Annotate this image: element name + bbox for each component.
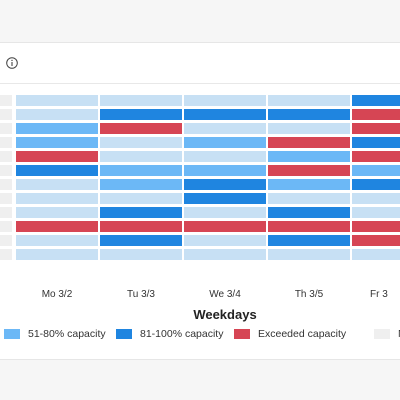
heatmap-cell-r1-c2 bbox=[100, 109, 182, 120]
heatmap-cell-r8-c1 bbox=[16, 207, 98, 218]
heatmap-cell-r4-c4 bbox=[268, 151, 350, 162]
x-tick-label: Fr 3 bbox=[370, 289, 388, 300]
heatmap-cell-r7-c2 bbox=[100, 193, 182, 204]
heatmap-cell-r3-c0 bbox=[0, 137, 12, 148]
heatmap-cell-r4-c0 bbox=[0, 151, 12, 162]
heatmap-cell-r9-c3 bbox=[184, 221, 266, 232]
heatmap-cell-r5-c1 bbox=[16, 165, 98, 176]
heatmap-cell-r1-c5 bbox=[352, 109, 400, 120]
legend-label: Exceeded capacity bbox=[258, 328, 347, 340]
heatmap-grid bbox=[0, 95, 400, 260]
heatmap-cell-r1-c1 bbox=[16, 109, 98, 120]
heatmap-cell-r8-c4 bbox=[268, 207, 350, 218]
heatmap-cell-r9-c0 bbox=[0, 221, 12, 232]
heatmap-cell-r8-c0 bbox=[0, 207, 12, 218]
x-tick-label: We 3/4 bbox=[209, 289, 241, 300]
legend-label: No c bbox=[398, 328, 400, 340]
heatmap-cell-r4-c5 bbox=[352, 151, 400, 162]
heatmap-cell-r0-c0 bbox=[0, 95, 12, 106]
heatmap-cell-r0-c5 bbox=[352, 95, 400, 106]
heatmap-cell-r11-c3 bbox=[184, 249, 266, 260]
heatmap-cell-r6-c0 bbox=[0, 179, 12, 190]
chart-card: Mo 3/2 Tu 3/3 We 3/4 Th 3/5 Fr 3 Weekdays 51… bbox=[0, 42, 400, 360]
heatmap-cell-r10-c3 bbox=[184, 235, 266, 246]
heatmap-cell-r10-c5 bbox=[352, 235, 400, 246]
heatmap-cell-r6-c5 bbox=[352, 179, 400, 190]
heatmap-cell-r1-c4 bbox=[268, 109, 350, 120]
heatmap-cell-r5-c3 bbox=[184, 165, 266, 176]
heatmap-cell-r2-c4 bbox=[268, 123, 350, 134]
heatmap-cell-r4-c2 bbox=[100, 151, 182, 162]
x-tick-label: Th 3/5 bbox=[294, 289, 324, 300]
heatmap-cell-r11-c1 bbox=[16, 249, 98, 260]
heatmap-cell-r11-c2 bbox=[100, 249, 182, 260]
heatmap-cell-r5-c4 bbox=[268, 165, 350, 176]
x-tick-label: Tu 3/3 bbox=[127, 289, 155, 300]
heatmap-cell-r2-c1 bbox=[16, 123, 98, 134]
heatmap-cell-r9-c5 bbox=[352, 221, 400, 232]
legend-swatch bbox=[374, 329, 390, 339]
card-header bbox=[0, 43, 400, 84]
legend-label: 81-100% capacity bbox=[140, 328, 224, 340]
heatmap-cell-r10-c1 bbox=[16, 235, 98, 246]
heatmap-cell-r7-c3 bbox=[184, 193, 266, 204]
heatmap-cell-r8-c2 bbox=[100, 207, 182, 218]
heatmap-cell-r3-c2 bbox=[100, 137, 182, 148]
heatmap-cell-r7-c1 bbox=[16, 193, 98, 204]
legend-swatch bbox=[4, 329, 20, 339]
heatmap-cell-r9-c4 bbox=[268, 221, 350, 232]
heatmap-cell-r3-c5 bbox=[352, 137, 400, 148]
legend-swatch bbox=[234, 329, 250, 339]
heatmap-cell-r11-c0 bbox=[0, 249, 12, 260]
heatmap-cell-r6-c1 bbox=[16, 179, 98, 190]
heatmap-cell-r8-c5 bbox=[352, 207, 400, 218]
heatmap-cell-r5-c5 bbox=[352, 165, 400, 176]
heatmap-cell-r1-c3 bbox=[184, 109, 266, 120]
heatmap-cell-r2-c3 bbox=[184, 123, 266, 134]
heatmap-cell-r5-c2 bbox=[100, 165, 182, 176]
heatmap-cell-r10-c2 bbox=[100, 235, 182, 246]
heatmap-cell-r9-c1 bbox=[16, 221, 98, 232]
heatmap-cell-r0-c4 bbox=[268, 95, 350, 106]
heatmap-cell-r11-c5 bbox=[352, 249, 400, 260]
heatmap-cell-r2-c0 bbox=[0, 123, 12, 134]
heatmap-cell-r6-c3 bbox=[184, 179, 266, 190]
heatmap-cell-r3-c4 bbox=[268, 137, 350, 148]
heatmap-cell-r8-c3 bbox=[184, 207, 266, 218]
heatmap-cell-r3-c3 bbox=[184, 137, 266, 148]
heatmap-cell-r10-c0 bbox=[0, 235, 12, 246]
heatmap-cell-r5-c0 bbox=[0, 165, 12, 176]
heatmap-cell-r10-c4 bbox=[268, 235, 350, 246]
heatmap-cell-r11-c4 bbox=[268, 249, 350, 260]
heatmap-cell-r6-c2 bbox=[100, 179, 182, 190]
heatmap-cell-r6-c4 bbox=[268, 179, 350, 190]
heatmap-cell-r0-c3 bbox=[184, 95, 266, 106]
info-icon[interactable] bbox=[6, 57, 18, 69]
heatmap-cell-r4-c3 bbox=[184, 151, 266, 162]
heatmap-cell-r2-c5 bbox=[352, 123, 400, 134]
legend-label: 51-80% capacity bbox=[28, 328, 106, 340]
heatmap-cell-r0-c1 bbox=[16, 95, 98, 106]
heatmap-cell-r3-c1 bbox=[16, 137, 98, 148]
legend-swatch bbox=[116, 329, 132, 339]
x-axis-title: Weekdays bbox=[193, 307, 257, 322]
x-tick-label: Mo 3/2 bbox=[41, 289, 73, 300]
heatmap-cell-r1-c0 bbox=[0, 109, 12, 120]
heatmap-cell-r2-c2 bbox=[100, 123, 182, 134]
heatmap-cell-r4-c1 bbox=[16, 151, 98, 162]
heatmap-cell-r0-c2 bbox=[100, 95, 182, 106]
heatmap-cell-r7-c0 bbox=[0, 193, 12, 204]
heatmap-cell-r7-c5 bbox=[352, 193, 400, 204]
heatmap-cell-r9-c2 bbox=[100, 221, 182, 232]
heatmap-cell-r7-c4 bbox=[268, 193, 350, 204]
